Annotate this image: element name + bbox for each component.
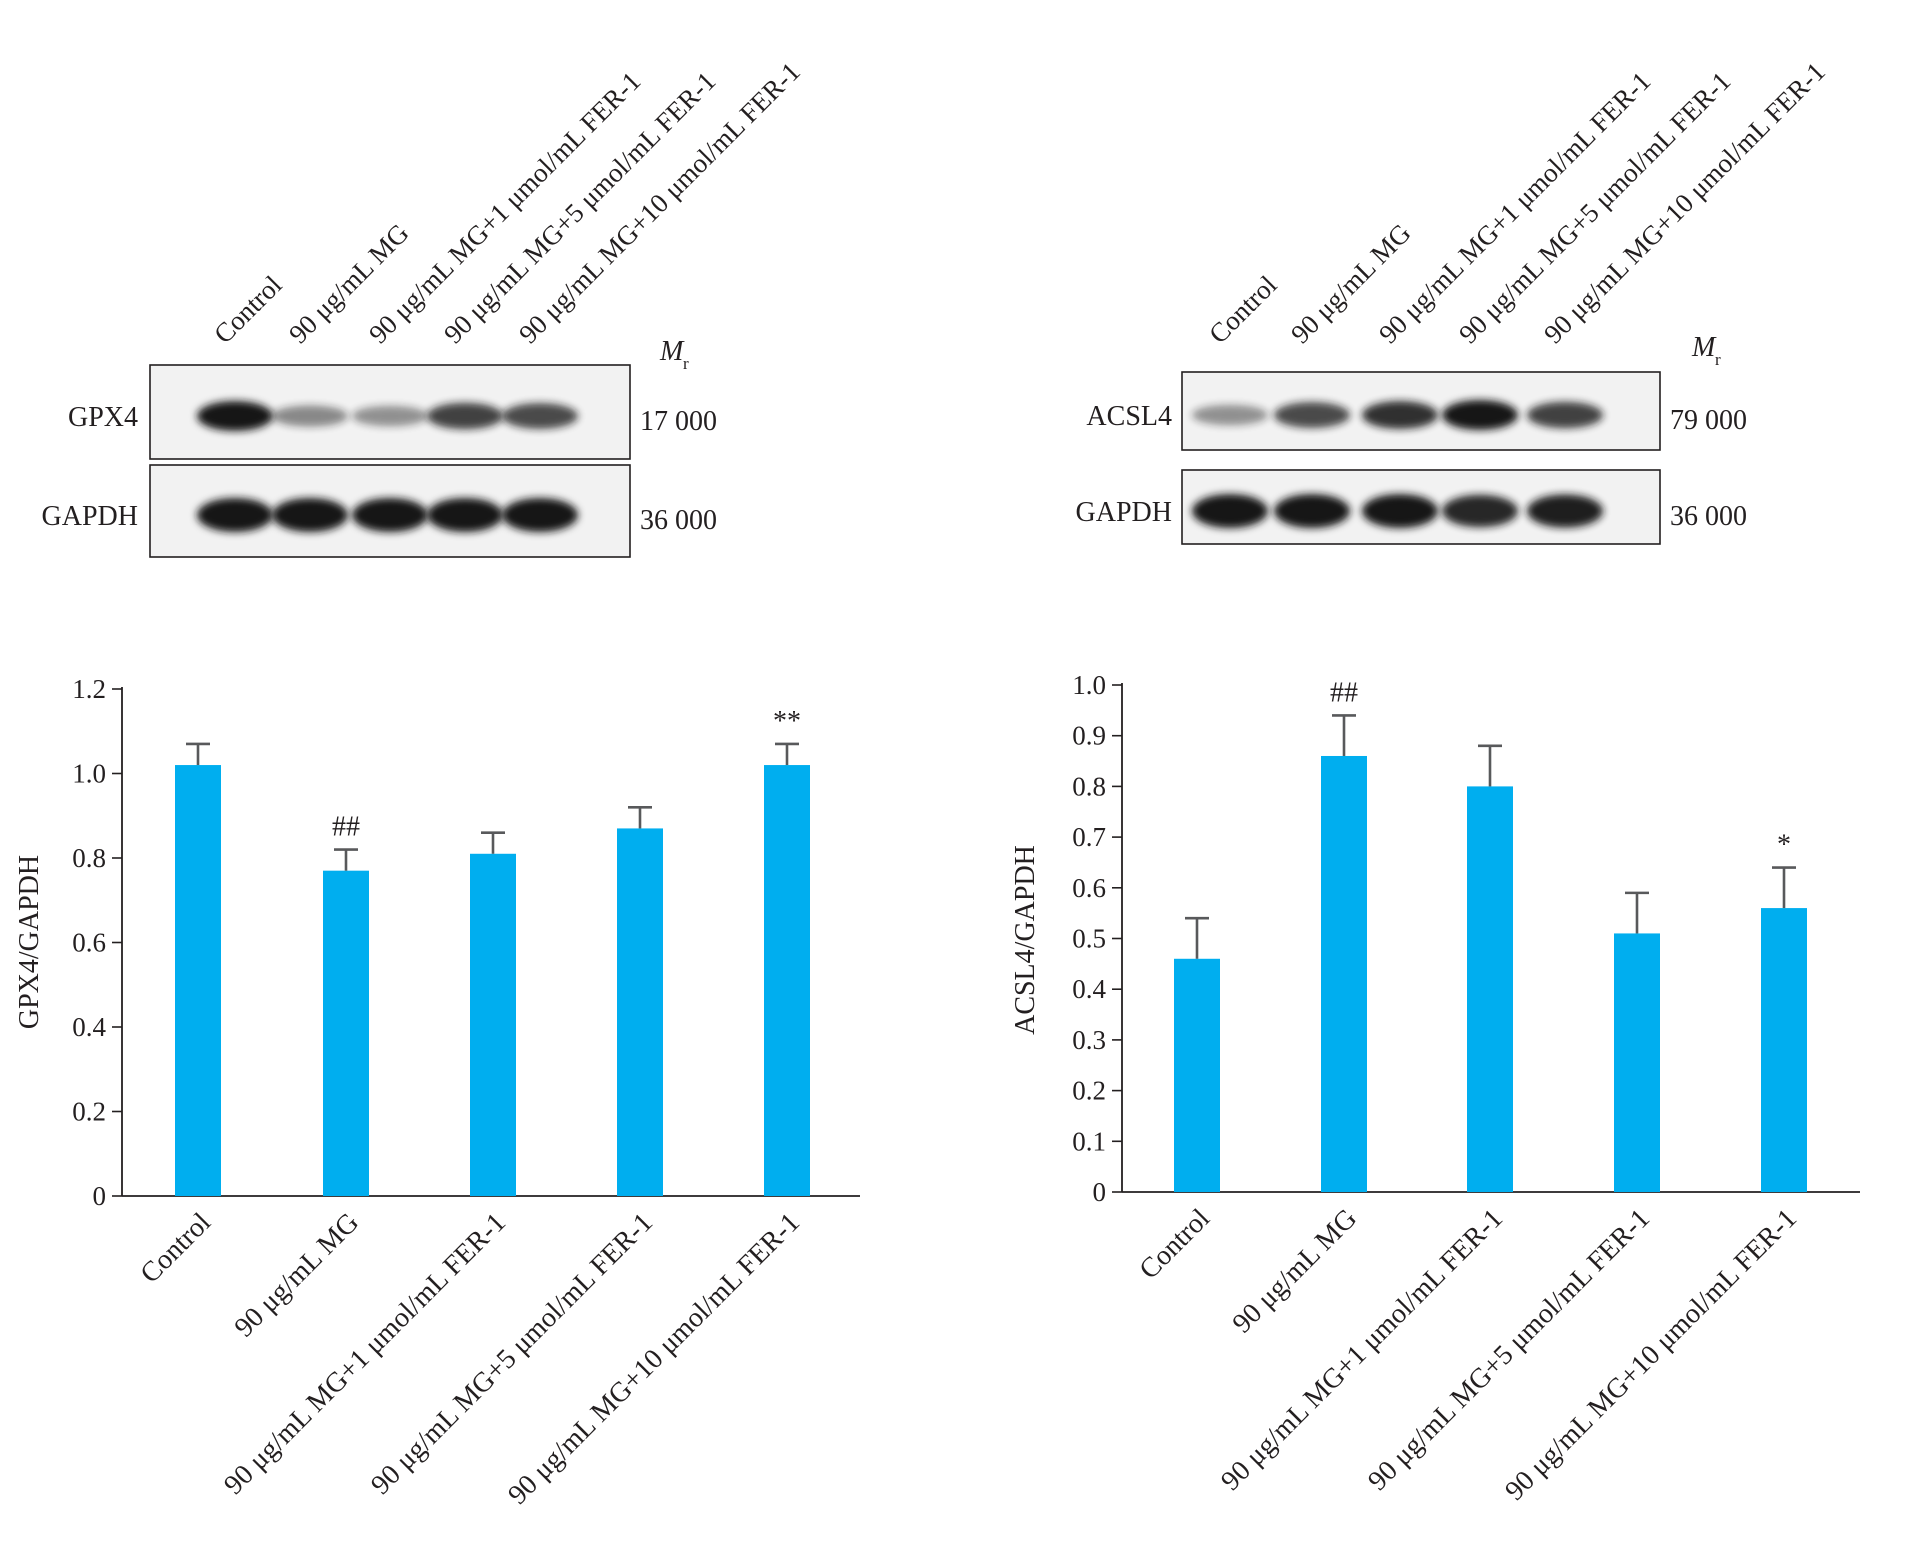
x-tick-label: 90 μg/mL MG+1 μmol/mL FER-1 [1215,1203,1509,1497]
band [1274,402,1350,428]
band [1442,494,1518,528]
blot-row-acsl4: ACSL4 79 000 [1086,371,1747,451]
protein-label: GPX4 [68,402,138,433]
y-tick-label: 0 [1093,1177,1107,1207]
y-tick-label: 0.6 [72,928,106,958]
bar [617,828,663,1196]
band [197,401,273,431]
mr-subscript: r [1715,350,1721,369]
band [1192,494,1268,528]
bar [175,765,221,1196]
y-tick-label: 1.0 [1072,670,1106,700]
y-axis-label: ACSL4/GAPDH [1010,845,1041,1035]
lane-label: 90 μg/mL MG+5 μmol/mL FER-1 [438,66,721,349]
x-tick-label: 90 μg/mL MG+1 μmol/mL FER-1 [218,1207,512,1501]
band [1442,400,1518,430]
band [427,402,503,430]
chart-1: 0 0.2 0.4 0.6 0.8 1.0 1.2 GPX4/GAPDH Control ## 90… [14,674,860,1511]
bar [1321,755,1367,1192]
x-tick-label: 90 μg/mL MG+10 μmol/mL FER-1 [502,1207,806,1511]
y-tick-label: 0.4 [1072,974,1106,1004]
x-tick-label: 90 μg/mL MG+10 μmol/mL FER-1 [1499,1203,1803,1507]
mr-subscript: r [683,354,689,373]
x-tick-label: 90 μg/mL MG [1227,1203,1363,1339]
blot-row-gapdh: GAPDH 36 000 [42,464,717,558]
band [1362,494,1438,528]
chart-2: 0 0.1 0.2 0.3 0.4 0.5 0.6 0.7 0.8 0.9 1.0 ACSL4/GAP… [1010,670,1860,1507]
x-tick-label: Control [1134,1203,1217,1286]
band [1192,404,1268,426]
y-tick-label: 0.7 [1072,822,1106,852]
band [1274,494,1350,528]
y-tick-label: 0.5 [1072,924,1106,954]
blot-row-gapdh: GAPDH 36 000 [1076,469,1747,545]
bar [764,765,810,1196]
significance-label: * [1777,830,1791,861]
x-tick-label: Control [135,1207,218,1290]
mr-label: M [659,336,685,367]
x-tick-label: 90 μg/mL MG+5 μmol/mL FER-1 [365,1207,659,1501]
band [427,498,503,532]
significance-label: ## [332,812,360,843]
bar [1761,908,1807,1192]
y-tick-label: 1.2 [72,674,106,704]
significance-label: ** [773,706,801,737]
y-tick-label: 0.4 [72,1012,106,1042]
band [502,498,578,532]
y-tick-label: 0.9 [1072,721,1106,751]
significance-label: ## [1330,677,1358,708]
band [1527,494,1603,528]
lane-label: Control [1203,270,1283,350]
protein-label: ACSL4 [1086,401,1172,432]
protein-label: GAPDH [1076,497,1172,528]
band [502,403,578,429]
y-tick-label: 0.8 [1072,771,1106,801]
bar [1174,958,1220,1192]
band [1362,401,1438,429]
band [272,498,348,532]
bar [1467,786,1513,1192]
lane-label: 90 μg/mL MG+10 μmol/mL FER-1 [513,56,806,349]
molecular-weight: 17 000 [640,406,717,437]
x-tick-label: 90 μg/mL MG+5 μmol/mL FER-1 [1362,1203,1656,1497]
y-tick-label: 1.0 [72,759,106,789]
y-tick-label: 0.6 [1072,873,1106,903]
bar [470,853,516,1196]
band [1527,401,1603,429]
protein-label: GAPDH [42,501,138,532]
y-axis-label: GPX4/GAPDH [14,855,45,1029]
bar-charts: 0 0.2 0.4 0.6 0.8 1.0 1.2 GPX4/GAPDH Control ## 90… [14,670,1860,1511]
molecular-weight: 36 000 [640,505,717,536]
y-tick-label: 0.2 [1072,1076,1106,1106]
mr-label: M [1691,332,1717,363]
y-tick-label: 0.3 [1072,1025,1106,1055]
blot-row-gpx4: GPX4 17 000 [68,364,717,460]
lane-label: 90 μg/mL MG+1 μmol/mL FER-1 [363,66,646,349]
y-tick-label: 0.8 [72,843,106,873]
y-tick-label: 0 [93,1181,107,1211]
y-tick-label: 0.2 [72,1097,106,1127]
band [352,405,428,427]
bar [1614,933,1660,1192]
molecular-weight: 79 000 [1670,405,1747,436]
x-tick-label: 90 μg/mL MG [229,1207,365,1343]
lane-label: Control [208,270,288,350]
band [352,498,428,532]
band [272,405,348,427]
bar [323,870,369,1196]
band [197,498,273,532]
molecular-weight: 36 000 [1670,501,1747,532]
y-tick-label: 0.1 [1072,1126,1106,1156]
